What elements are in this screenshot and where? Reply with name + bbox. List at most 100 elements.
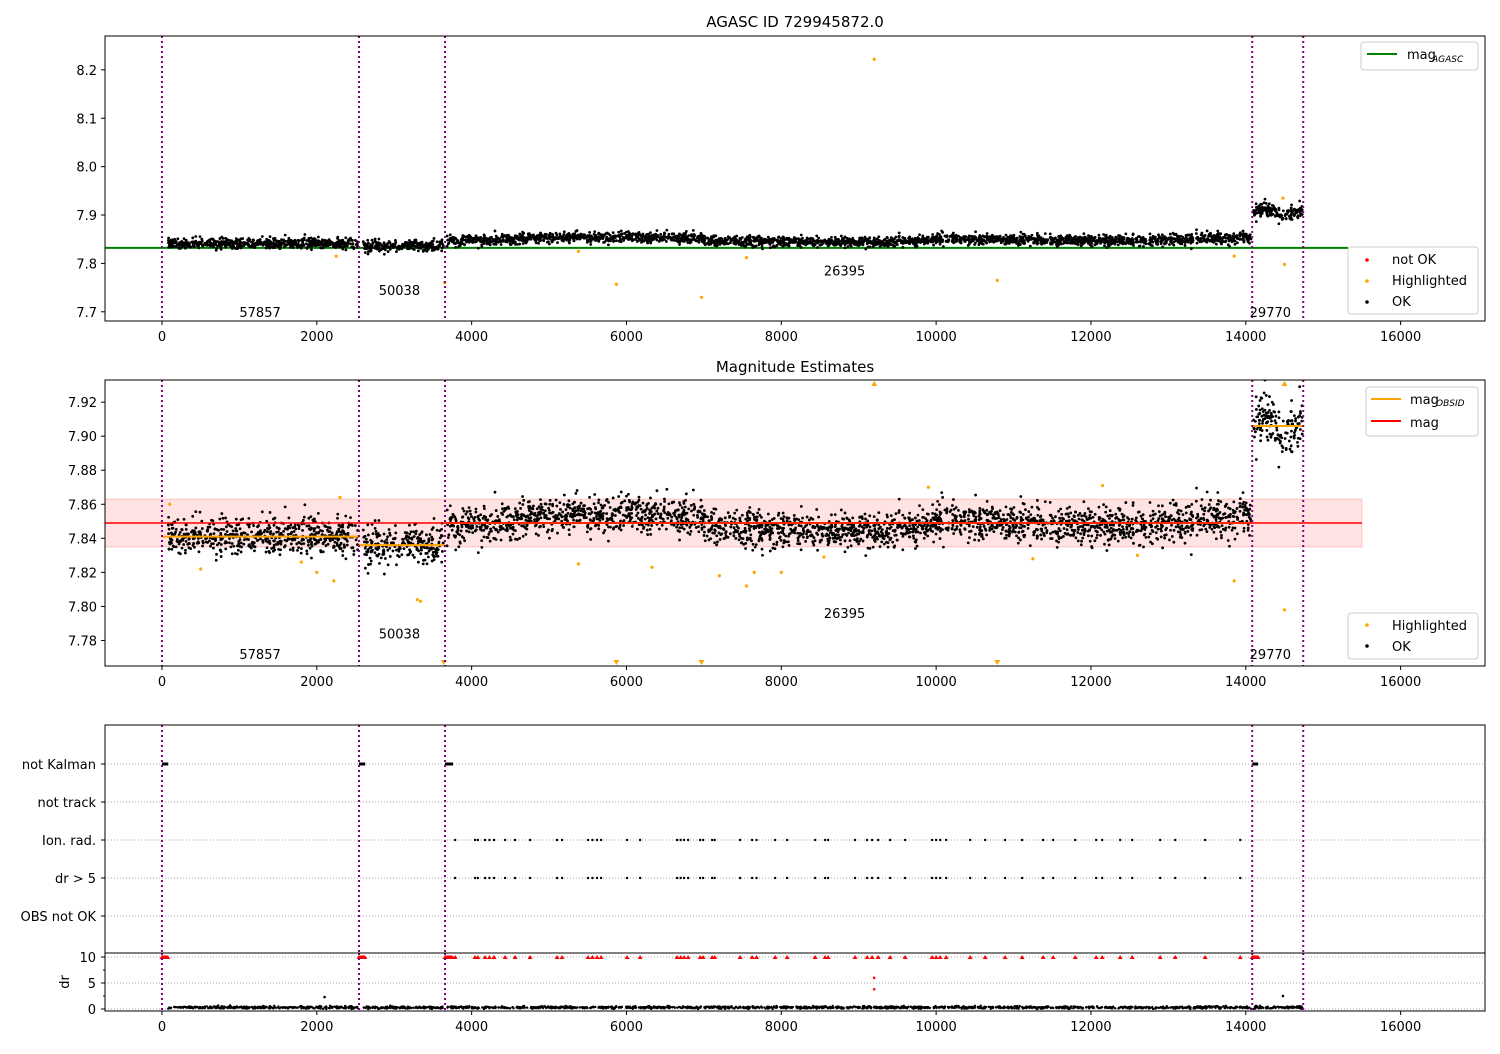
ok-point <box>1059 508 1062 511</box>
ok-point <box>338 544 341 547</box>
ok-point <box>1204 240 1207 243</box>
ok-point <box>679 504 682 507</box>
ok-point <box>592 238 595 241</box>
ok-point <box>176 237 179 240</box>
ok-point <box>935 241 938 244</box>
ok-point <box>284 527 287 530</box>
ok-point <box>1117 243 1120 246</box>
ok-point <box>414 532 417 535</box>
ok-point <box>350 546 353 549</box>
ok-point <box>184 549 187 552</box>
ok-point <box>1255 220 1258 223</box>
legend-marker <box>1365 258 1369 262</box>
ok-point <box>1036 232 1039 235</box>
ok-point <box>659 233 662 236</box>
ok-point <box>516 237 519 240</box>
ok-point <box>586 530 589 533</box>
ok-point <box>614 235 617 238</box>
ok-point <box>781 240 784 243</box>
ok-point <box>446 235 449 238</box>
ok-point <box>1021 530 1024 533</box>
ok-point <box>173 241 176 244</box>
ok-point <box>483 242 486 245</box>
legend-marker <box>1365 279 1369 283</box>
ok-point <box>347 238 350 241</box>
ok-point <box>436 240 439 243</box>
ok-point <box>690 235 693 238</box>
ok-point <box>385 538 388 541</box>
ok-point <box>631 233 634 236</box>
ok-point <box>901 241 904 244</box>
ok-point <box>619 238 622 241</box>
ok-point <box>1047 238 1050 241</box>
ok-point <box>576 229 579 232</box>
ok-point <box>1082 232 1085 235</box>
ok-point <box>967 541 970 544</box>
ok-point <box>942 546 945 549</box>
ok-point <box>380 539 383 542</box>
ok-point <box>588 231 591 234</box>
ok-point <box>852 241 855 244</box>
ok-point <box>301 243 304 246</box>
ok-point <box>784 244 787 247</box>
ok-point <box>788 241 791 244</box>
ok-point <box>864 237 867 240</box>
ok-point <box>931 512 934 515</box>
ok-point <box>518 243 521 246</box>
ok-point <box>670 238 673 241</box>
ok-point <box>1190 247 1193 250</box>
ok-point <box>269 532 272 535</box>
ok-point <box>1200 504 1203 507</box>
ok-point <box>726 238 729 241</box>
ok-point <box>487 533 490 536</box>
ok-point <box>298 244 301 247</box>
ok-point <box>794 240 797 243</box>
ok-point <box>1050 236 1053 239</box>
ok-point <box>1087 242 1090 245</box>
ok-point <box>837 534 840 537</box>
ok-point <box>215 553 218 556</box>
ok-point <box>781 245 784 248</box>
ok-point <box>667 233 670 236</box>
ok-point <box>400 553 403 556</box>
ok-point <box>474 235 477 238</box>
ok-point <box>1087 234 1090 237</box>
ok-point <box>310 248 313 251</box>
ok-point <box>218 242 221 245</box>
ok-point <box>373 551 376 554</box>
ok-point <box>713 541 716 544</box>
ok-point <box>1155 241 1158 244</box>
ok-point <box>677 235 680 238</box>
ok-point <box>254 242 257 245</box>
ok-point <box>216 240 219 243</box>
ok-point <box>677 238 680 241</box>
ok-point <box>468 530 471 533</box>
ok-point <box>421 245 424 248</box>
ok-point <box>316 525 319 528</box>
ok-point <box>268 551 271 554</box>
ok-point <box>236 245 239 248</box>
ok-point <box>454 246 457 249</box>
ok-point <box>687 507 690 510</box>
ok-point <box>273 540 276 543</box>
ok-point <box>1049 232 1052 235</box>
ok-point <box>1244 234 1247 237</box>
ok-point <box>311 545 314 548</box>
ok-point <box>440 249 443 252</box>
ok-point <box>489 243 492 246</box>
ok-point <box>1027 237 1030 240</box>
ok-point <box>540 233 543 236</box>
ok-point <box>1189 242 1192 245</box>
ok-point <box>366 541 369 544</box>
ok-point <box>1015 238 1018 241</box>
ok-point <box>775 244 778 247</box>
ok-point <box>352 553 355 556</box>
ok-point <box>177 540 180 543</box>
ok-point <box>413 535 416 538</box>
ok-point <box>677 529 680 532</box>
ok-point <box>1103 244 1106 247</box>
ok-point <box>1206 530 1209 533</box>
ok-point <box>849 240 852 243</box>
ok-point <box>1256 212 1259 215</box>
